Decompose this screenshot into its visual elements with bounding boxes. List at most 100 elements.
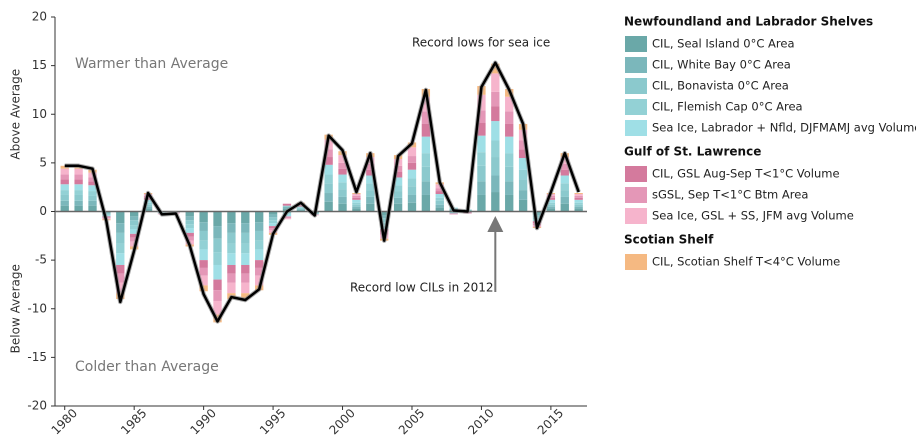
bar-segment	[282, 218, 292, 220]
bar-segment	[268, 211, 278, 215]
bar-segment	[352, 206, 361, 209]
legend-swatch	[625, 99, 647, 115]
bar-segment	[74, 174, 83, 180]
y-tick-label: -20	[27, 399, 47, 413]
bar-segment	[435, 200, 444, 205]
bar-segment	[407, 162, 417, 170]
bar-segment	[255, 260, 264, 268]
legend-swatch	[625, 78, 647, 94]
bar-segment	[268, 214, 278, 218]
bar-segment	[74, 205, 83, 212]
bar-segment	[199, 222, 208, 231]
bar-segment	[296, 209, 306, 211]
bar-segment	[199, 260, 208, 268]
bar-segment	[199, 275, 208, 286]
bar-segment	[282, 203, 292, 206]
bar-segment	[296, 207, 306, 209]
bar-segment	[143, 202, 153, 205]
bar-segment	[324, 157, 333, 165]
bar-segment	[116, 264, 125, 274]
x-tick-label: 1985	[118, 406, 149, 437]
bar-segment	[130, 233, 139, 238]
bar-segment	[477, 110, 486, 124]
annotation: Record lows for sea ice	[412, 36, 550, 50]
bar-segment	[421, 136, 431, 154]
bar-segment	[338, 174, 347, 183]
bar-segment	[185, 228, 194, 233]
legend-swatch	[625, 166, 647, 182]
bar-segment	[477, 194, 486, 212]
bar-segment	[366, 190, 375, 197]
bar-segment	[255, 249, 264, 261]
bar-segment	[213, 300, 222, 315]
bar-segment	[407, 156, 417, 163]
bar-segment	[241, 273, 250, 283]
bar-segment	[393, 203, 403, 212]
bar-segment	[560, 163, 569, 170]
bar-segment	[241, 253, 250, 265]
bar-segment	[505, 111, 514, 124]
bar-segment	[518, 169, 528, 180]
bar-segment	[88, 195, 97, 201]
bar-segment	[574, 197, 583, 200]
y-tick-label: 20	[32, 10, 47, 24]
legend-swatch	[625, 120, 647, 136]
bar-segment	[227, 253, 236, 265]
bar-segment	[380, 222, 389, 226]
legend-group-title: Newfoundland and Labrador Shelves	[624, 15, 873, 29]
bar-segment	[505, 181, 514, 195]
bar-segment	[435, 204, 444, 208]
bar-segment	[185, 216, 194, 221]
bar-segment	[227, 223, 236, 233]
bar-segment	[546, 197, 556, 200]
bar-segment	[366, 175, 375, 184]
bar-segment	[213, 238, 222, 253]
bar-segment	[130, 220, 139, 226]
bar-segment	[352, 193, 361, 196]
bar-segment	[560, 175, 569, 184]
legend-label: CIL, Flemish Cap 0°C Area	[652, 100, 803, 114]
bar-segment	[491, 192, 500, 212]
bar-segment	[199, 211, 208, 223]
bar-segment	[505, 136, 514, 154]
x-tick-label: 2005	[396, 406, 427, 437]
bar-segment	[74, 179, 83, 185]
bar-segment	[227, 232, 236, 244]
bar-segment	[491, 106, 500, 122]
bar-segment	[352, 204, 361, 207]
bar-segment	[505, 123, 514, 137]
bar-segment	[199, 249, 208, 261]
bar-segment	[241, 282, 250, 294]
bar-segment	[560, 196, 569, 204]
legend-group-title: Gulf of St. Lawrence	[624, 145, 761, 159]
legend-label: CIL, Seal Island 0°C Area	[652, 37, 795, 51]
bar-segment	[574, 193, 583, 194]
bar-segment	[60, 190, 69, 195]
bar-segment	[518, 140, 528, 150]
bar-segment	[435, 193, 444, 198]
bar-segment	[213, 290, 222, 301]
bar-segment	[324, 183, 333, 194]
bar-segment	[393, 191, 403, 198]
bar-segment	[255, 230, 264, 241]
bar-segment	[546, 208, 556, 212]
bar-segment	[477, 152, 486, 166]
bar-segment	[421, 153, 431, 167]
bar-segment	[255, 211, 264, 223]
bar-segment	[574, 204, 583, 207]
bar-segment	[518, 179, 528, 191]
bar-segment	[518, 190, 528, 200]
bar-segment	[518, 149, 528, 159]
annotation: Warmer than Average	[75, 56, 228, 72]
bar-segment	[74, 190, 83, 195]
bar-segment	[491, 73, 500, 92]
bar-segment	[421, 181, 431, 195]
legend-label: Sea Ice, Labrador + Nfld, DJFMAMJ avg Vo…	[652, 121, 916, 135]
bar-segment	[324, 201, 333, 212]
legend-swatch	[625, 254, 647, 270]
bar-segment	[449, 213, 458, 215]
legend-swatch	[625, 36, 647, 52]
bar-segment	[74, 184, 83, 191]
bar-segment	[338, 182, 347, 190]
bar-segment	[435, 197, 444, 201]
